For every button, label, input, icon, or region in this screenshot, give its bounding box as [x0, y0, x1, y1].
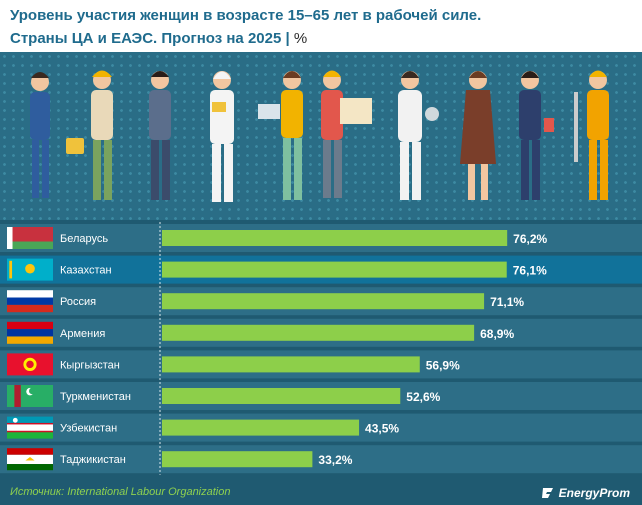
value-label: 76,2%: [513, 232, 547, 246]
header: Уровень участия женщин в возрасте 15–65 …: [0, 0, 642, 52]
armenia-flag: [7, 321, 53, 344]
worker-figure-manager: [149, 71, 171, 200]
category-label: Россия: [60, 296, 96, 308]
chart-title-text: Страны ЦА и ЕАЭС. Прогноз на 2025: [10, 30, 282, 47]
bar-chart: Беларусь 76,2% Казахстан 76,1% Россия 71,1% Ар…: [0, 222, 642, 480]
chart-title-line-2: Страны ЦА и ЕАЭС. Прогноз на 2025 | %: [10, 30, 308, 47]
tajikistan-flag: [7, 448, 53, 471]
kazakhstan-flag: [7, 258, 53, 281]
value-label: 68,9%: [480, 327, 514, 341]
chart-row: [0, 445, 642, 474]
category-label: Армения: [60, 328, 105, 340]
value-label: 43,5%: [365, 422, 399, 436]
bar: [162, 451, 313, 468]
worker-figure-builder: [91, 70, 113, 200]
bar: [162, 324, 475, 341]
bar-chart-canvas: Беларусь 76,2% Казахстан 76,1% Россия 71,1% Ар…: [0, 222, 642, 475]
category-label: Туркменистан: [60, 391, 131, 403]
bar: [162, 261, 507, 278]
kyrgyzstan-flag: [7, 353, 53, 376]
uzbekistan-flag: [7, 416, 53, 439]
bar: [162, 230, 508, 246]
worker-figure-waitress: [460, 71, 496, 200]
bar: [162, 419, 360, 436]
category-label: Таджикистан: [60, 454, 126, 466]
workers-figures: [30, 70, 609, 202]
value-label: 76,1%: [513, 264, 547, 278]
worker-figure-medic: [210, 71, 234, 202]
worker-figure-astronaut: [398, 71, 439, 200]
value-label: 52,6%: [406, 390, 440, 404]
bar: [162, 293, 485, 310]
footer: Источник: International Labour Organizat…: [0, 480, 642, 505]
brand-name: EnergyProm: [558, 486, 630, 500]
worker-figure-firefighter: [519, 71, 554, 200]
value-label: 33,2%: [318, 453, 352, 467]
worker-figure-engineer: [321, 70, 372, 198]
brand-logo: EnergyProm: [541, 484, 630, 502]
worker-figure-office: [258, 71, 303, 200]
value-label: 56,9%: [426, 358, 460, 372]
bar: [162, 356, 420, 373]
bar: [162, 388, 401, 404]
source-note: Источник: International Labour Organizat…: [10, 486, 231, 498]
category-label: Узбекистан: [60, 423, 117, 435]
unit-label: %: [293, 30, 308, 47]
turkmenistan-flag: [7, 385, 53, 407]
energyprom-logo-icon: [541, 488, 553, 498]
chart-title-line-1: Уровень участия женщин в возрасте 15–65 …: [10, 7, 482, 24]
worker-figure-flight-attendant: [30, 72, 84, 198]
category-label: Беларусь: [60, 233, 108, 245]
belarus-flag: [7, 227, 53, 249]
category-label: Кыргызстан: [60, 359, 120, 371]
value-label: 71,1%: [490, 295, 524, 309]
women-workers-illustration: [0, 52, 642, 220]
category-label: Казахстан: [60, 265, 112, 277]
worker-figure-road-worker: [574, 70, 609, 200]
russia-flag: [7, 290, 53, 313]
